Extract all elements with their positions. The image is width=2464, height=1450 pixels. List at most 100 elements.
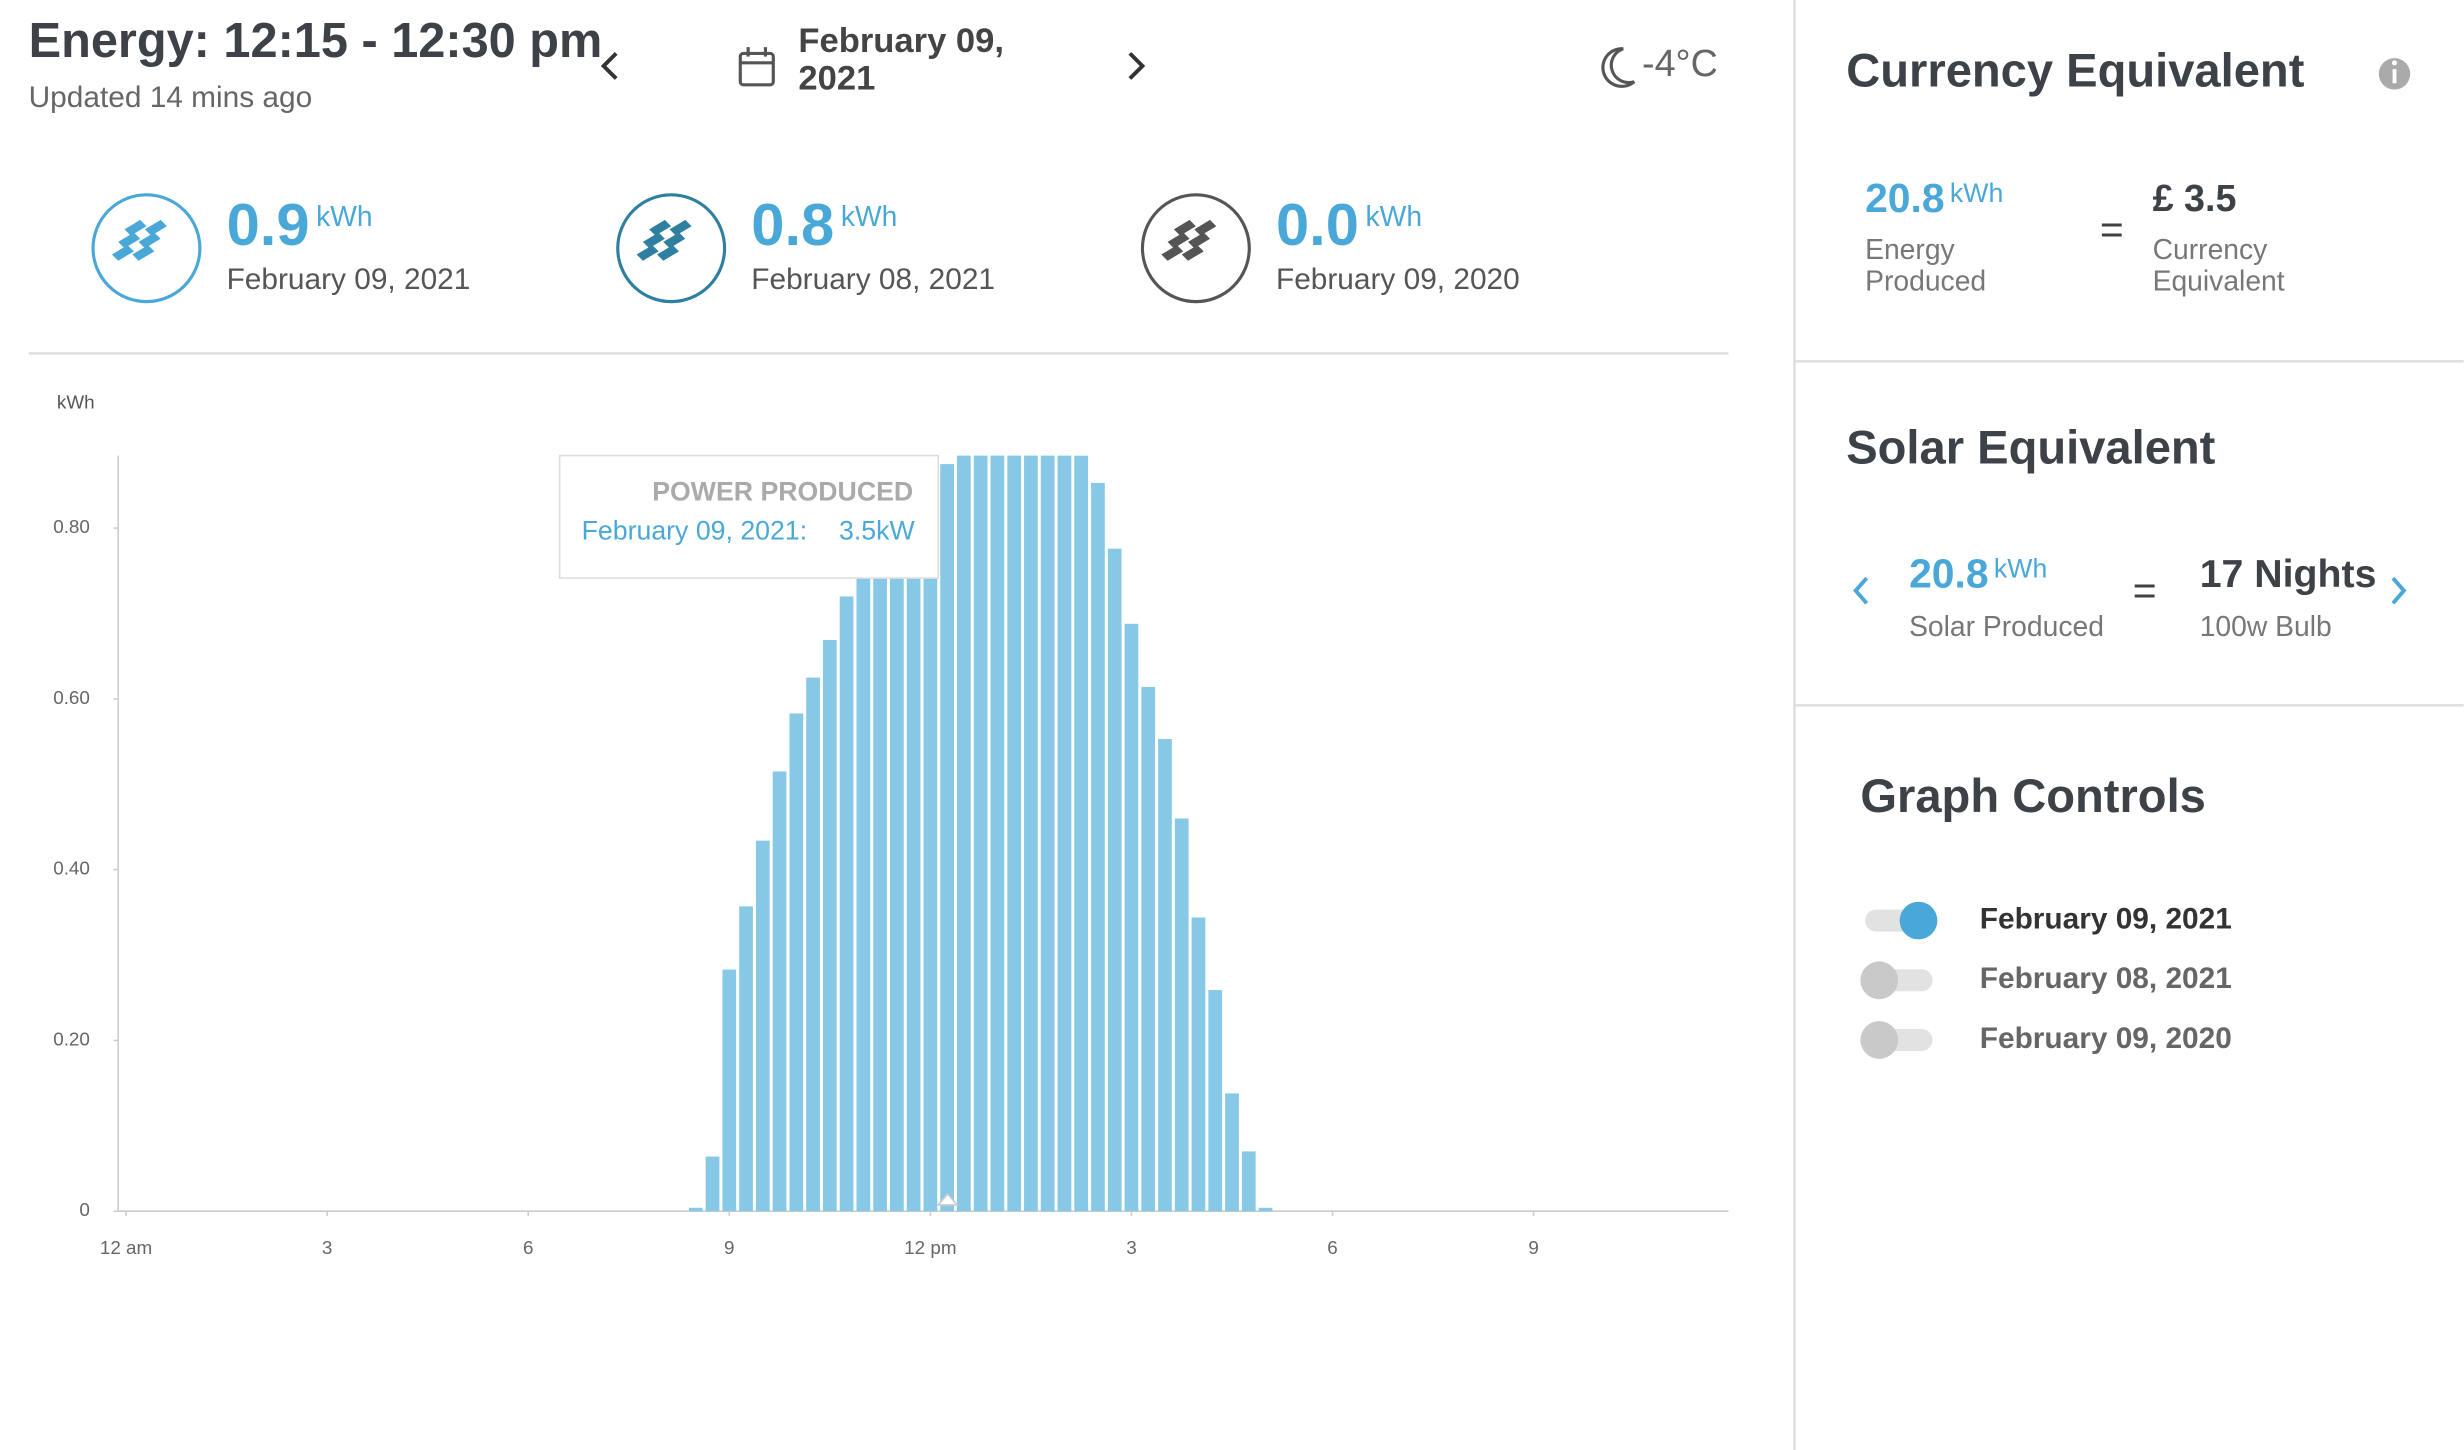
result-label: 100w Bulb bbox=[2200, 610, 2332, 642]
panel-cell bbox=[1173, 219, 1196, 236]
unit: kWh bbox=[1994, 553, 2047, 583]
hover-marker bbox=[936, 1192, 959, 1206]
bar bbox=[1208, 990, 1223, 1212]
bar bbox=[906, 494, 921, 1212]
equals: = bbox=[2100, 206, 2124, 252]
bar bbox=[1007, 455, 1022, 1212]
bar bbox=[1258, 1207, 1273, 1212]
toggle-knob[interactable] bbox=[1860, 961, 1899, 1000]
bars bbox=[688, 455, 1273, 1212]
tooltip-date: February 09, 2021: bbox=[582, 516, 808, 546]
bar bbox=[1158, 739, 1172, 1212]
x-tick-label: 3 bbox=[322, 1237, 332, 1258]
solar-result: 17 Nights bbox=[2200, 552, 2377, 596]
toggle-knob[interactable] bbox=[1899, 901, 1938, 940]
y-tick-label: 0.60 bbox=[53, 687, 90, 708]
panel-cell bbox=[1181, 245, 1204, 261]
control-label: February 08, 2021 bbox=[1980, 962, 2232, 995]
panel-cell bbox=[118, 232, 141, 249]
header-title: Energy: 12:15 - 12:30 pm bbox=[29, 14, 603, 68]
bar bbox=[873, 536, 887, 1212]
x-tick-label: 9 bbox=[724, 1237, 734, 1258]
bar bbox=[1124, 623, 1139, 1212]
panel-cell bbox=[1161, 245, 1184, 261]
x-tick-label: 6 bbox=[1327, 1237, 1337, 1258]
toggle-knob[interactable] bbox=[1860, 1021, 1899, 1059]
bar bbox=[839, 596, 854, 1212]
bar bbox=[1141, 686, 1156, 1212]
summary-icon bbox=[91, 193, 202, 304]
moon-icon bbox=[1601, 47, 1636, 88]
produced-value: 20.8 bbox=[1865, 175, 1944, 221]
bar bbox=[856, 562, 871, 1212]
bar bbox=[739, 906, 753, 1212]
label-box: Energy Produced bbox=[1865, 235, 1987, 297]
control-label: February 09, 2020 bbox=[1980, 1022, 2232, 1055]
produced-label: Energy Produced bbox=[1865, 235, 1987, 297]
bar bbox=[755, 840, 770, 1212]
summary-unit: kWh bbox=[316, 200, 373, 232]
y-axis-label: kWh bbox=[57, 392, 95, 413]
y-tick-label: 0 bbox=[79, 1199, 89, 1220]
equals: = bbox=[2133, 568, 2157, 614]
tooltip-title: POWER PRODUCED bbox=[652, 476, 913, 506]
bar bbox=[1225, 1093, 1239, 1212]
prev-equivalent[interactable] bbox=[1853, 576, 1869, 605]
panel-cell bbox=[663, 232, 686, 249]
summary-date: February 09, 2021 bbox=[227, 263, 471, 296]
bar bbox=[990, 455, 1005, 1212]
panel-cell bbox=[642, 232, 665, 249]
x-tick-label: 3 bbox=[1126, 1237, 1136, 1258]
solar-value: 20.8 bbox=[1909, 550, 1988, 596]
info-icon[interactable] bbox=[2378, 58, 2411, 90]
date-box: February 09, 2021 bbox=[798, 22, 1004, 97]
panel-cell bbox=[111, 245, 134, 261]
panel-cell bbox=[132, 245, 155, 261]
summary-unit: kWh bbox=[841, 200, 898, 232]
tooltip: POWER PRODUCED February 09, 2021: 3.5kW bbox=[558, 454, 940, 579]
bar bbox=[889, 511, 904, 1212]
temperature: -4°C bbox=[1642, 42, 1718, 84]
x-tick-label: 9 bbox=[1528, 1237, 1538, 1258]
bar bbox=[806, 677, 820, 1212]
unit: kWh bbox=[1950, 178, 2003, 208]
prev-date[interactable] bbox=[600, 52, 618, 80]
bar bbox=[1174, 818, 1189, 1212]
summary-value: 0.8 bbox=[751, 191, 834, 258]
bar bbox=[923, 476, 938, 1212]
next-equivalent[interactable] bbox=[2391, 576, 2407, 605]
controls-title: Graph Controls bbox=[1860, 769, 2205, 822]
bar bbox=[722, 969, 737, 1212]
summary-date: February 09, 2020 bbox=[1276, 263, 1520, 296]
panel-cell bbox=[657, 245, 680, 261]
bar bbox=[973, 455, 988, 1212]
panel-cell bbox=[636, 245, 659, 261]
panel-cell bbox=[1188, 232, 1211, 249]
x-tick-label: 6 bbox=[523, 1237, 533, 1258]
next-date[interactable] bbox=[1128, 52, 1146, 80]
bar bbox=[705, 1156, 720, 1212]
panel-cell bbox=[124, 219, 147, 236]
summary-date: February 08, 2021 bbox=[751, 263, 995, 296]
bar bbox=[1191, 917, 1206, 1212]
panel-cell bbox=[1194, 219, 1217, 236]
tooltip-value: 3.5kW bbox=[839, 516, 915, 546]
summary-value: 0.0 bbox=[1276, 191, 1359, 258]
currency-title: Currency Equivalent bbox=[1846, 43, 2304, 96]
bar bbox=[1074, 455, 1089, 1212]
panel-cell bbox=[669, 219, 692, 236]
summary-value: 0.9 bbox=[227, 191, 310, 258]
bar bbox=[772, 771, 787, 1212]
control-label: February 09, 2021 bbox=[1980, 902, 2232, 935]
updated-text: Updated 14 mins ago bbox=[29, 81, 313, 114]
y-tick-label: 0.40 bbox=[53, 858, 90, 879]
bar bbox=[1091, 482, 1105, 1212]
panel-cell bbox=[138, 232, 161, 249]
label-box: Currency Equivalent bbox=[2153, 236, 2285, 297]
solar-title: Solar Equivalent bbox=[1846, 420, 2215, 473]
summary-unit: kWh bbox=[1366, 200, 1423, 232]
bar bbox=[957, 455, 971, 1212]
x-tick-label: 12 am bbox=[100, 1237, 152, 1258]
